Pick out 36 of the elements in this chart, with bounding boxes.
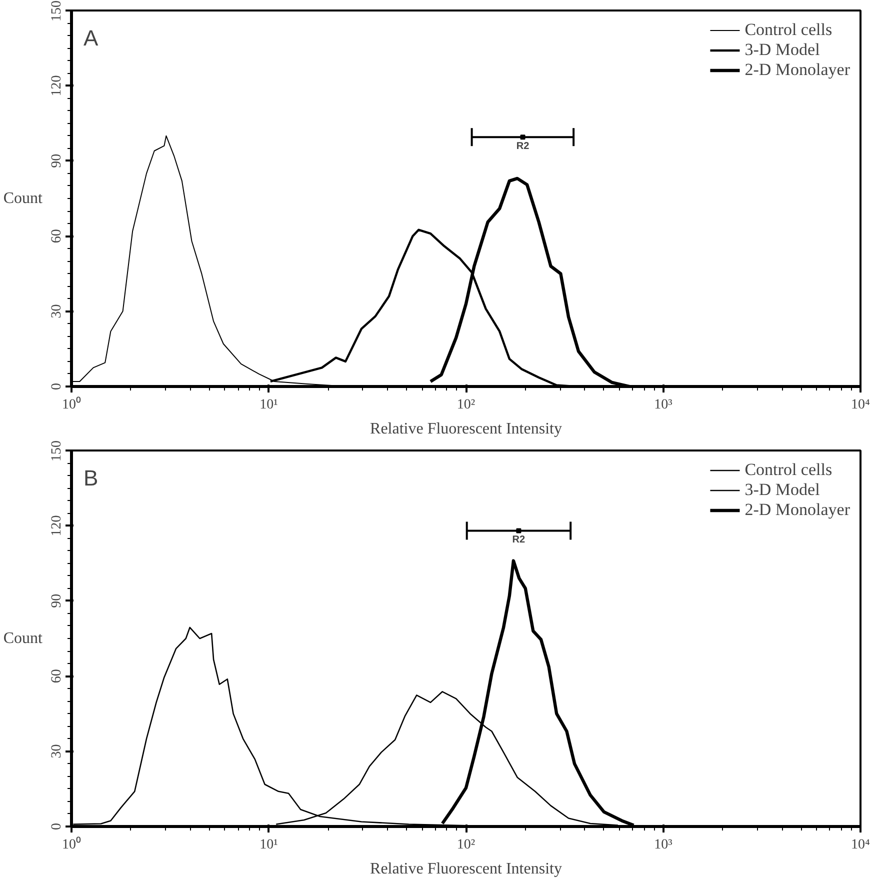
y-tick-label: 60	[50, 229, 64, 244]
y-axis-title: Count	[3, 190, 44, 207]
legend-label: 2-D Monolayer	[744, 60, 850, 80]
x-tick-label: 10⁰	[62, 836, 81, 852]
y-tick-label: 30	[50, 304, 64, 318]
y-tick-label: 120	[50, 75, 64, 96]
legend-label: 2-D Monolayer	[744, 500, 850, 520]
y-tick-label: 60	[50, 669, 64, 684]
x-tick-label: 10³	[654, 838, 672, 852]
x-tick-label: 10¹	[260, 398, 278, 412]
y-tick-label: 90	[50, 594, 64, 608]
y-tick-label: 120	[50, 515, 64, 536]
x-tick-label: 10⁰	[62, 396, 81, 412]
legend-label: Control cells	[744, 20, 832, 40]
y-tick-label: 30	[50, 744, 64, 758]
y-tick-label: 90	[50, 154, 64, 168]
x-axis-title: Relative Fluorescent Intensity	[370, 420, 562, 438]
x-tick-label: 10²	[456, 398, 476, 412]
y-tick-label: 150	[50, 0, 64, 22]
text: B	[84, 466, 98, 490]
x-tick-label: 10⁴	[851, 838, 870, 852]
legend-label: 3-D Model	[744, 480, 820, 500]
legend-label: 3-D Model	[744, 40, 820, 60]
y-tick-label: 150	[50, 440, 64, 462]
x-tick-label: 10⁴	[851, 398, 870, 412]
x-tick-label: 10²	[456, 838, 476, 852]
y-tick-label: 0	[50, 383, 64, 390]
text: A	[84, 26, 98, 50]
y-axis-title: Count	[3, 630, 44, 647]
legend-label: Control cells	[744, 460, 832, 480]
y-tick-label: 0	[50, 823, 64, 830]
annotation: R2	[516, 141, 530, 152]
x-tick-label: 10¹	[260, 838, 278, 852]
annotation: R2	[512, 534, 526, 546]
x-tick-label: 10³	[654, 398, 672, 412]
x-axis-title: Relative Fluorescent Intensity	[370, 860, 562, 878]
